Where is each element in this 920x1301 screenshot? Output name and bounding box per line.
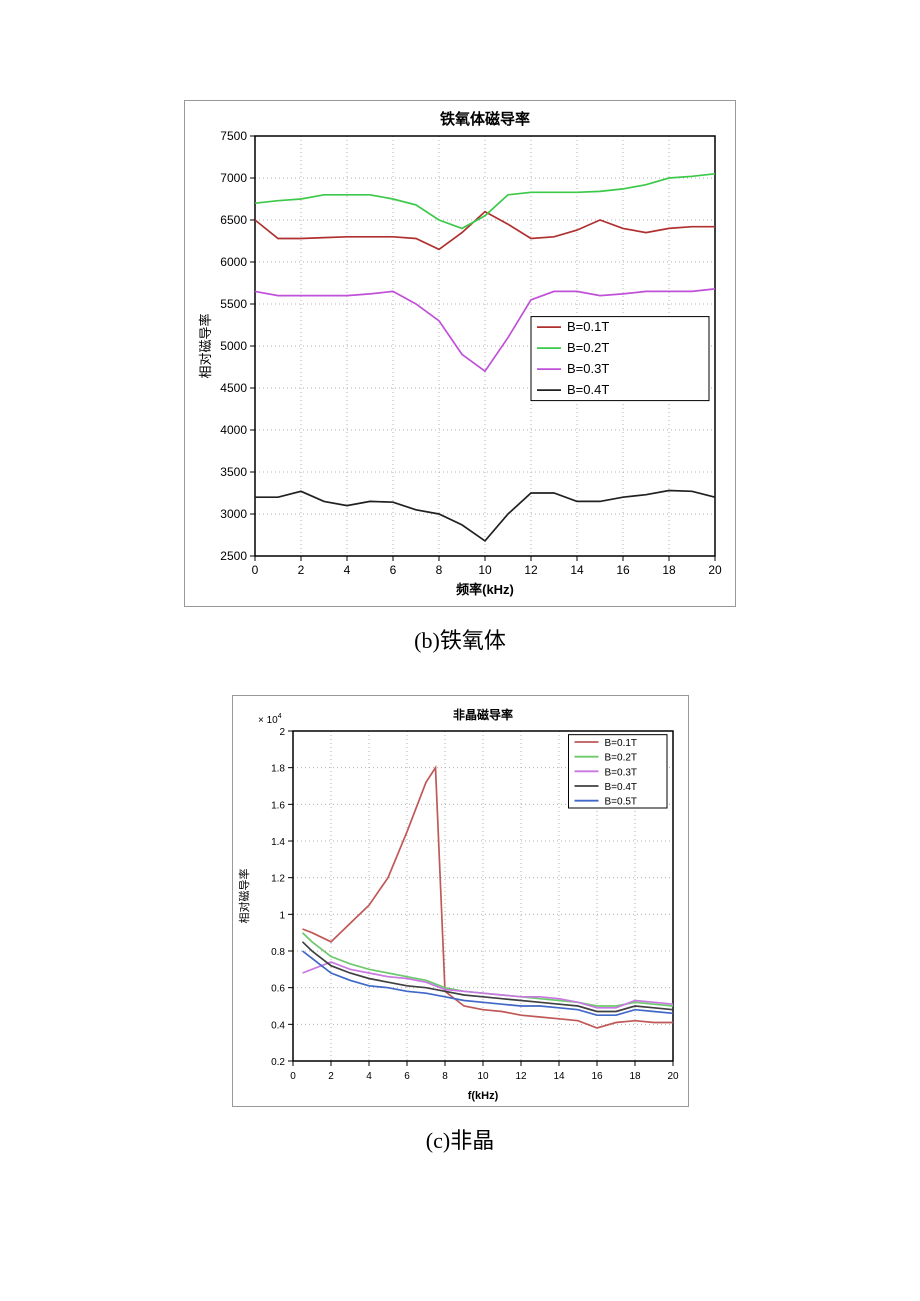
chart-b-caption: (b)铁氧体 <box>0 623 920 655</box>
chart-c-frame: 0 2 4 6 8 10 12 14 16 18 20 0.2 0.4 0.6 0.8 1 1.2 1.4 1.6 1… <box>232 695 689 1107</box>
page: 0246810121416182025003000350040004500500… <box>0 0 920 1155</box>
legend-label: B=0.3T <box>567 361 609 376</box>
x-tick-label: 2 <box>328 1071 334 1082</box>
x-tick-label: 0 <box>290 1071 296 1082</box>
chart-b-block: 0 2 4 6 8 10 12 14 16 18 20 2500 3000 3500 4000 4500 500… <box>0 100 920 655</box>
y-tick-label: 1.8 <box>271 764 285 775</box>
y-tick-label: 0.8 <box>271 947 285 958</box>
y-tick-label: 1 <box>279 910 285 921</box>
x-tick-label: 18 <box>662 563 676 577</box>
legend-label: B=0.3T <box>604 767 637 778</box>
y-tick-label: 2500 <box>220 549 247 563</box>
x-tick-label: 10 <box>478 563 492 577</box>
legend-label: B=0.1T <box>567 319 609 334</box>
x-tick-label: 14 <box>553 1071 565 1082</box>
x-tick-label: 10 <box>477 1071 489 1082</box>
x-tick-label: 12 <box>524 563 538 577</box>
y-tick-label: 6000 <box>220 255 247 269</box>
x-tick-label: 12 <box>515 1071 527 1082</box>
y-tick-label: 1.6 <box>271 800 285 811</box>
y-axis-label: 相对磁导率 <box>198 313 213 378</box>
x-axis-label: 频率(kHz) <box>456 582 514 597</box>
x-tick-label: 20 <box>708 563 722 577</box>
chart-svg: 0 2 4 6 8 10 12 14 16 18 20 2500 3000 3500 4000 4500 500… <box>185 101 735 606</box>
legend-label: B=0.2T <box>567 340 609 355</box>
y-tick-label: 3500 <box>220 465 247 479</box>
x-tick-label: 0 <box>252 563 259 577</box>
chart-c-block: 0 2 4 6 8 10 12 14 16 18 20 0.2 0.4 0.6 0.8 1 1.2 1.4 1.6 1… <box>0 695 920 1155</box>
y-tick-label: 2 <box>279 727 285 738</box>
y-tick-label: 0.6 <box>271 984 285 995</box>
legend-label: B=0.5T <box>604 797 637 808</box>
x-tick-label: 8 <box>436 563 443 577</box>
y-tick-label: 1.2 <box>271 874 285 885</box>
x-tick-label: 18 <box>629 1071 641 1082</box>
x-tick-label: 14 <box>570 563 584 577</box>
y-tick-label: 4000 <box>220 423 247 437</box>
legend-box <box>531 317 709 401</box>
legend-label: B=0.1T <box>604 738 637 749</box>
y-tick-label: 7500 <box>220 129 247 143</box>
y-tick-label: 4500 <box>220 381 247 395</box>
y-tick-label: 5500 <box>220 297 247 311</box>
x-tick-label: 20 <box>667 1071 679 1082</box>
x-tick-label: 8 <box>442 1071 448 1082</box>
chart-title: 铁氧体磁导率 <box>440 110 530 128</box>
y-axis-label: 相对磁导率 <box>237 869 251 924</box>
legend-label: B=0.2T <box>604 753 637 764</box>
y-tick-label: 0.2 <box>271 1057 285 1068</box>
x-tick-label: 16 <box>616 563 630 577</box>
y-exponent: × 104 <box>258 713 282 726</box>
y-tick-label: 0.4 <box>271 1020 285 1031</box>
y-tick-label: 3000 <box>220 507 247 521</box>
x-axis-label: f(kHz) <box>467 1090 498 1102</box>
x-tick-label: 6 <box>390 563 397 577</box>
x-tick-label: 16 <box>591 1071 603 1082</box>
x-tick-label: 4 <box>344 563 351 577</box>
y-tick-label: 1.4 <box>271 837 285 848</box>
chart-c-caption: (c)非晶 <box>0 1123 920 1155</box>
chart-title: 非晶磁导率 <box>452 707 512 722</box>
legend-label: B=0.4T <box>604 782 637 793</box>
y-tick-label: 7000 <box>220 171 247 185</box>
chart-svg: 0 2 4 6 8 10 12 14 16 18 20 0.2 0.4 0.6 0.8 1 1.2 1.4 1.6 1… <box>233 696 688 1106</box>
legend-label: B=0.4T <box>567 382 609 397</box>
y-tick-label: 5000 <box>220 339 247 353</box>
y-tick-label: 6500 <box>220 213 247 227</box>
chart-b-frame: 0 2 4 6 8 10 12 14 16 18 20 2500 3000 3500 4000 4500 500… <box>184 100 736 607</box>
x-tick-label: 6 <box>404 1071 410 1082</box>
x-tick-label: 4 <box>366 1071 372 1082</box>
x-tick-label: 2 <box>298 563 305 577</box>
